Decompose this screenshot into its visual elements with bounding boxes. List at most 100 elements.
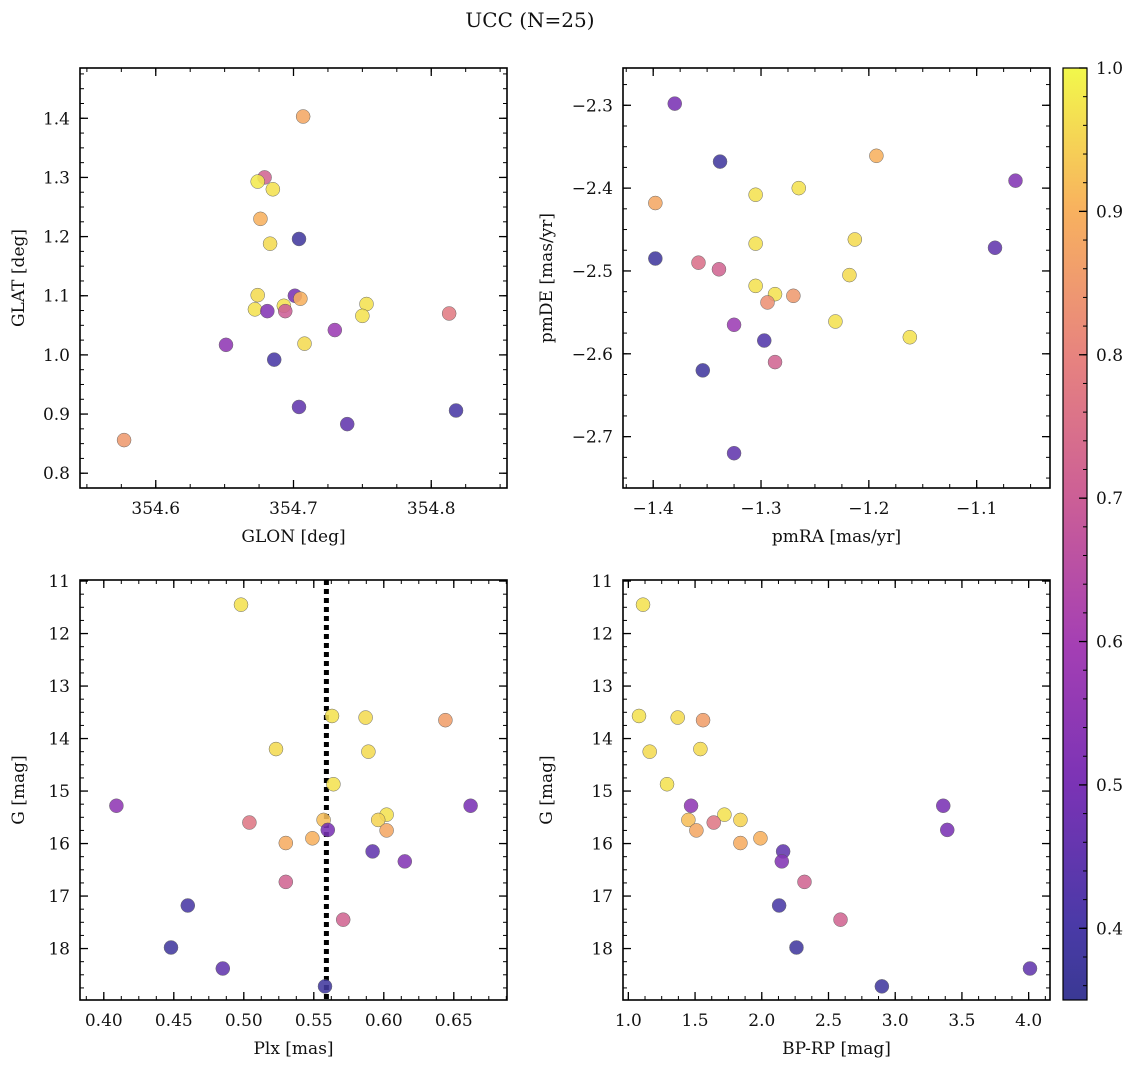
scatter-point: [726, 445, 742, 461]
colorbar-gradient: [1062, 67, 1088, 1001]
y-axis-label: G [mag]: [9, 755, 29, 824]
scatter-point: [215, 961, 231, 976]
scatter-point: [791, 180, 807, 196]
scatter-point: [847, 232, 863, 247]
x-tick-label: 3.5: [948, 1011, 975, 1031]
scatter-point: [262, 236, 278, 251]
y-tick-label: 1.2: [43, 228, 70, 248]
x-tick-label: 0.65: [435, 1011, 473, 1031]
scatter-point: [277, 303, 293, 319]
scatter-point: [757, 333, 772, 348]
y-tick-label: 13: [48, 677, 70, 697]
x-tick-label: 4.0: [1015, 1011, 1042, 1031]
scatter-point: [438, 712, 453, 728]
x-tick-label: 0.55: [295, 1011, 333, 1031]
x-tick-label: 1.5: [682, 1011, 709, 1031]
scatter-point: [1008, 173, 1023, 188]
scatter-point: [278, 835, 294, 851]
y-tick-label: 13: [591, 677, 613, 697]
scatter-point: [874, 979, 890, 994]
plot-frame: [622, 67, 1051, 489]
colorbar-tick-label: 0.5: [1096, 776, 1123, 796]
x-tick-label: −1.4: [633, 499, 674, 519]
scatter-point: [940, 822, 955, 838]
y-tick-label: −2.7: [572, 428, 613, 448]
y-tick-label: 0.8: [43, 464, 70, 484]
x-tick-label: 1.0: [615, 1011, 642, 1031]
scatter-point: [218, 337, 234, 353]
scatter-point: [379, 823, 394, 838]
scatter-point: [355, 308, 370, 324]
y-tick-label: 1.1: [43, 287, 70, 307]
plot-frame: [622, 579, 1051, 1001]
scatter-point: [842, 267, 857, 283]
scatter-point: [247, 302, 263, 317]
y-tick-label: 12: [48, 625, 70, 645]
scatter-point: [250, 287, 265, 303]
x-tick-label: −1.3: [740, 499, 781, 519]
scatter-point: [733, 812, 748, 828]
scatter-point: [706, 815, 721, 830]
scatter-point: [448, 403, 464, 418]
scatter-point: [748, 278, 763, 294]
scatter-series: [648, 96, 1023, 461]
scatter-point: [828, 314, 843, 329]
y-tick-label: 11: [48, 572, 70, 592]
x-tick-label: −1.2: [848, 499, 889, 519]
scatter-point: [295, 109, 311, 124]
scatter-series: [631, 597, 1038, 994]
scatter-point: [648, 251, 663, 266]
scatter-point: [291, 231, 307, 247]
scatter-point: [833, 912, 848, 927]
x-tick-label: 354.6: [131, 499, 180, 519]
scatter-point: [361, 744, 376, 759]
scatter-point: [733, 835, 748, 851]
scatter-point: [786, 288, 801, 304]
scatter-series: [109, 597, 478, 994]
x-axis-label: Plx [mas]: [253, 1039, 333, 1059]
plot-frame: [79, 67, 508, 489]
scatter-point: [902, 329, 918, 345]
y-tick-label: 16: [591, 835, 613, 855]
figure-title: UCC (N=25): [465, 8, 594, 32]
colorbar-tick-label: 0.7: [1096, 489, 1123, 509]
x-axis-label: GLON [deg]: [241, 527, 345, 547]
panel-bprp-g: 1.0 1.5 2.0 2.5 3.0 3.5 4.0 11 12 13 14 15 16 17 18 BP-…: [537, 572, 1051, 1059]
scatter-point: [320, 822, 336, 838]
scatter-point: [463, 798, 478, 813]
scatter-point: [317, 979, 333, 994]
scatter-point: [695, 363, 711, 378]
scatter-point: [689, 823, 704, 838]
y-tick-label: 18: [591, 940, 613, 960]
colorbar-tick-label: 0.4: [1096, 919, 1123, 939]
scatter-point: [339, 416, 355, 432]
scatter-point: [691, 255, 706, 270]
scatter-point: [711, 262, 727, 277]
scatter-point: [278, 874, 294, 890]
x-axis-label: BP-RP [mag]: [782, 1039, 891, 1059]
scatter-point: [789, 940, 804, 955]
x-axis-label: pmRA [mas/yr]: [772, 527, 901, 547]
scatter-point: [291, 399, 307, 415]
y-tick-label: 14: [591, 730, 613, 750]
scatter-point: [266, 352, 282, 367]
scatter-point: [250, 174, 265, 189]
y-tick-label: 18: [48, 940, 70, 960]
scatter-point: [670, 710, 685, 725]
y-axis-label: pmDE [mas/yr]: [537, 213, 557, 343]
y-tick-label: 1.4: [43, 109, 70, 129]
scatter-point: [869, 148, 884, 164]
scatter-point: [642, 744, 657, 759]
scatter-point: [163, 940, 179, 955]
scatter-point: [631, 708, 647, 724]
scatter-point: [233, 597, 249, 612]
scatter-point: [797, 874, 812, 890]
x-tick-label: 354.7: [269, 499, 318, 519]
scatter-point: [693, 741, 708, 757]
scatter-point: [268, 741, 284, 757]
scatter-point: [370, 812, 386, 828]
scatter-point: [365, 844, 380, 859]
y-tick-label: 16: [48, 835, 70, 855]
plot-frame: [79, 579, 508, 1001]
